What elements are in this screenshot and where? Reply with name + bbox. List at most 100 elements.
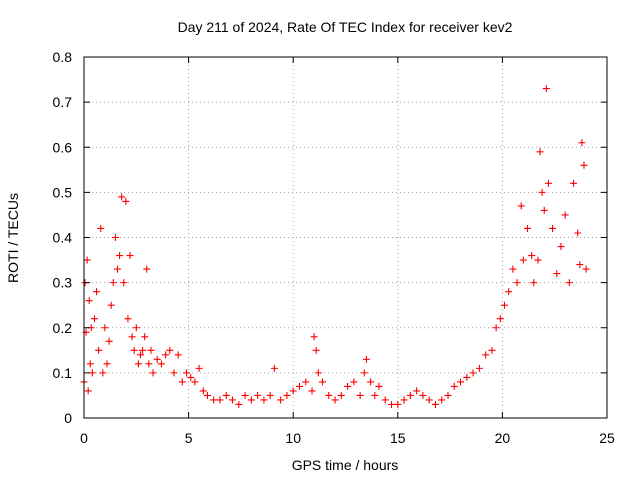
data-point xyxy=(122,197,130,205)
data-point xyxy=(128,333,136,341)
x-tick-label: 15 xyxy=(390,430,406,446)
data-point xyxy=(381,396,389,404)
data-point xyxy=(277,396,285,404)
data-point xyxy=(492,324,500,332)
data-point xyxy=(538,188,546,196)
data-point xyxy=(210,396,218,404)
data-point xyxy=(325,391,333,399)
data-point xyxy=(312,346,320,354)
data-point xyxy=(109,279,117,287)
data-point xyxy=(86,360,94,368)
data-point xyxy=(314,369,322,377)
data-point xyxy=(270,364,278,372)
data-point xyxy=(496,315,504,323)
data-point xyxy=(247,396,255,404)
data-point xyxy=(116,252,124,260)
axis-ticks: 0 5 10 15 20 25 0 0.1 0.2 0.3 0.4 0.5 0.6 0.7 0.8 xyxy=(53,49,615,446)
data-point xyxy=(356,391,364,399)
data-point xyxy=(524,224,532,232)
data-point xyxy=(308,387,316,395)
data-point xyxy=(540,206,548,214)
data-point xyxy=(229,396,237,404)
data-point xyxy=(394,400,402,408)
data-point xyxy=(120,279,128,287)
data-point xyxy=(99,369,107,377)
data-point xyxy=(157,360,165,368)
data-point xyxy=(295,382,303,390)
data-point xyxy=(134,360,142,368)
data-point xyxy=(254,391,262,399)
data-point xyxy=(222,391,230,399)
data-point xyxy=(500,301,508,309)
data-point xyxy=(103,360,111,368)
data-point xyxy=(362,355,370,363)
data-point xyxy=(113,265,121,273)
data-point xyxy=(576,261,584,269)
data-point xyxy=(283,391,291,399)
chart-title: Day 211 of 2024, Rate Of TEC Index for r… xyxy=(178,19,513,35)
y-axis-title: ROTI / TECUs xyxy=(5,193,21,283)
data-point xyxy=(509,265,517,273)
data-point xyxy=(463,373,471,381)
data-point xyxy=(488,346,496,354)
data-point xyxy=(331,396,339,404)
data-point xyxy=(318,378,326,386)
data-point xyxy=(203,391,211,399)
data-point xyxy=(561,211,569,219)
data-point xyxy=(375,382,383,390)
data-point xyxy=(162,351,170,359)
data-point xyxy=(136,351,144,359)
x-tick-label: 0 xyxy=(80,430,88,446)
data-point xyxy=(517,202,525,210)
data-point xyxy=(457,378,465,386)
data-point xyxy=(132,324,140,332)
data-point xyxy=(482,351,490,359)
data-point xyxy=(388,400,396,408)
data-point xyxy=(505,288,513,296)
data-point xyxy=(124,315,132,323)
data-point xyxy=(431,400,439,408)
data-point xyxy=(337,391,345,399)
y-tick-label: 0.7 xyxy=(53,94,73,110)
data-point xyxy=(130,346,138,354)
data-point xyxy=(553,270,561,278)
data-point xyxy=(570,179,578,187)
x-axis-title: GPS time / hours xyxy=(292,457,399,473)
data-point xyxy=(90,315,98,323)
data-point xyxy=(111,234,119,241)
data-point xyxy=(574,229,582,237)
data-points xyxy=(80,85,590,408)
data-point xyxy=(241,391,249,399)
x-tick-label: 20 xyxy=(495,430,511,446)
data-point xyxy=(216,396,224,404)
data-point xyxy=(170,369,178,377)
data-point xyxy=(350,378,358,386)
x-tick-label: 5 xyxy=(185,430,193,446)
data-point xyxy=(83,256,91,264)
data-point xyxy=(143,265,151,273)
data-point xyxy=(174,351,182,359)
data-point xyxy=(191,378,199,386)
data-point xyxy=(580,161,588,169)
data-point xyxy=(235,400,243,408)
data-point xyxy=(528,252,536,260)
data-point xyxy=(147,346,155,354)
data-point xyxy=(419,391,427,399)
y-tick-label: 0.6 xyxy=(53,139,73,155)
data-point xyxy=(88,369,96,377)
data-point xyxy=(105,337,113,345)
y-tick-label: 0.1 xyxy=(53,365,73,381)
data-point xyxy=(187,373,195,381)
data-point xyxy=(93,288,101,296)
data-point xyxy=(530,279,538,287)
data-point xyxy=(578,139,586,147)
data-point xyxy=(95,346,103,354)
data-point xyxy=(549,224,557,232)
y-tick-label: 0.3 xyxy=(53,275,73,291)
data-point xyxy=(266,391,274,399)
data-point xyxy=(371,391,379,399)
data-point xyxy=(118,193,126,201)
data-point xyxy=(534,256,542,264)
data-point xyxy=(310,333,318,341)
